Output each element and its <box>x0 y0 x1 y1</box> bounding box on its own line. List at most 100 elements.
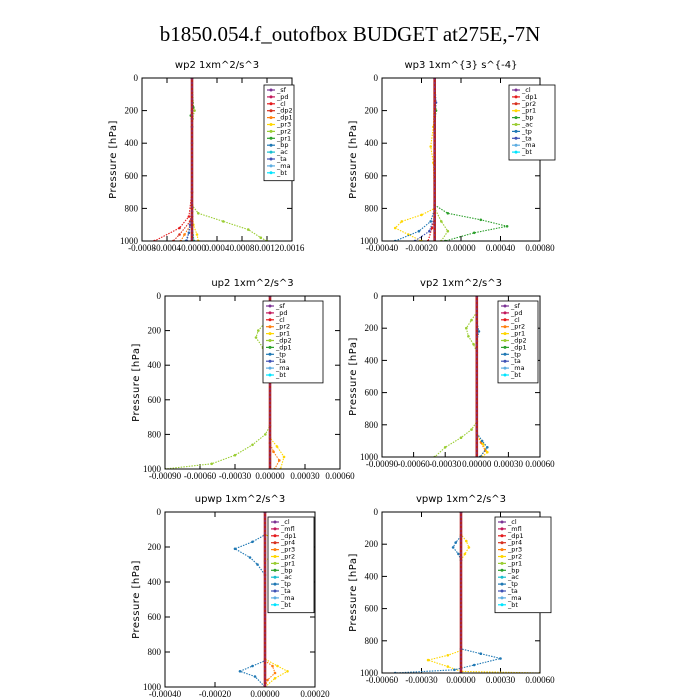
legend-label: _ac <box>276 148 288 156</box>
legend-label: _ta <box>275 357 286 365</box>
x-tick-label: 0.00030 <box>290 471 320 481</box>
legend-marker <box>503 345 507 349</box>
series-point <box>472 343 475 346</box>
y-tick-label: 0 <box>157 507 162 517</box>
legend-marker <box>268 352 272 356</box>
x-tick-label: 0.0004 <box>205 243 230 253</box>
panel-title: vp2 1xm^2/s^3 <box>420 278 502 289</box>
legend-marker <box>503 311 507 315</box>
series-point <box>286 670 289 673</box>
series-point <box>259 236 263 239</box>
x-tick-label: -0.00030 <box>219 471 252 481</box>
legend-label: _ta <box>280 587 291 595</box>
series-point <box>393 226 397 230</box>
y-tick-label: 200 <box>365 323 379 333</box>
series-line <box>434 296 478 457</box>
legend-marker <box>500 534 504 538</box>
series-point <box>253 675 257 678</box>
series-point <box>446 665 450 668</box>
legend-label: _ma <box>510 364 525 372</box>
legend-marker <box>273 582 277 586</box>
y-tick-label: 800 <box>365 420 379 430</box>
legend-label: _cl <box>510 316 520 324</box>
series-point <box>472 663 476 667</box>
legend-label: _ac <box>521 121 533 129</box>
legend-marker <box>269 164 273 168</box>
series-point <box>183 233 186 236</box>
legend-label: _pr1 <box>280 559 295 567</box>
legend-marker <box>503 325 507 329</box>
series-group <box>393 512 540 673</box>
y-tick-label: 400 <box>365 571 379 581</box>
y-tick-label: 600 <box>365 388 379 398</box>
series-point <box>271 664 274 668</box>
x-tick-label: -0.00040 <box>366 243 399 253</box>
legend-marker <box>269 116 273 120</box>
panel-5: upwp 1xm^2/s^3 Pressure [hPa] 0 200 400 600 80… <box>131 494 330 699</box>
legend-label: _pr2 <box>510 323 525 331</box>
legend-marker <box>268 325 272 329</box>
series-point <box>465 539 468 543</box>
y-tick-label: 800 <box>148 647 162 657</box>
legend-marker <box>273 527 277 531</box>
legend-marker <box>500 548 504 552</box>
legend-label: _tp <box>510 350 521 358</box>
series-point <box>467 335 470 338</box>
series-point <box>420 213 423 217</box>
series-point <box>479 218 483 222</box>
legend-marker <box>268 366 272 370</box>
series-point <box>254 336 258 339</box>
legend-marker <box>503 332 507 336</box>
legend-label: _mfl <box>507 525 522 533</box>
legend-marker <box>273 520 277 524</box>
legend-label: _pr1 <box>507 559 522 567</box>
legend-marker <box>268 345 272 349</box>
panel-title: wp2 1xm^2/s^3 <box>175 60 259 71</box>
legend-marker <box>503 304 507 308</box>
x-tick-label: -0.00090 <box>366 459 399 469</box>
x-tick-label: 0.00000 <box>446 675 476 685</box>
x-tick-label: 0.00000 <box>446 243 476 253</box>
legend-label: _ma <box>276 162 291 170</box>
legend-label: _pr3 <box>507 546 522 554</box>
legend-marker <box>269 102 273 106</box>
legend-marker <box>514 88 518 92</box>
legend-label: _bp <box>280 566 293 574</box>
panel-title: vpwp 1xm^2/s^3 <box>416 494 506 505</box>
y-tick-label: 200 <box>365 106 379 116</box>
series-point <box>238 670 242 673</box>
series-point <box>454 541 458 544</box>
series-point <box>278 459 281 462</box>
legend-marker <box>269 150 273 154</box>
legend-marker <box>268 311 272 315</box>
legend-label: _cl <box>507 518 517 526</box>
x-tick-label: -0.0008 <box>128 243 156 253</box>
legend-marker <box>514 102 518 106</box>
legend-label: _bt <box>276 169 287 177</box>
series-group <box>393 78 509 241</box>
legend-marker <box>514 150 518 154</box>
y-tick-label: 1000 <box>143 464 162 474</box>
series-point <box>463 552 467 556</box>
series-line <box>476 296 488 457</box>
legend-label: _bt <box>507 601 518 609</box>
legend-label: _dp2 <box>276 107 293 115</box>
y-tick-label: 800 <box>148 429 162 439</box>
legend-marker <box>500 589 504 593</box>
legend-marker <box>269 157 273 161</box>
series-group <box>433 296 489 457</box>
series-point <box>257 329 260 332</box>
legend-label: _pr2 <box>280 553 295 561</box>
series-point <box>178 226 181 230</box>
legend-marker <box>273 561 277 565</box>
x-tick-label: -0.00060 <box>397 459 430 469</box>
legend-label: _pr2 <box>275 323 290 331</box>
legend-marker <box>500 582 504 586</box>
x-tick-label: 0.00080 <box>525 243 555 253</box>
series-line <box>434 78 508 241</box>
series-point <box>210 462 213 466</box>
y-tick-label: 200 <box>125 106 139 116</box>
y-tick-label: 600 <box>365 604 379 614</box>
legend-marker <box>269 143 273 147</box>
legend-marker <box>268 359 272 363</box>
